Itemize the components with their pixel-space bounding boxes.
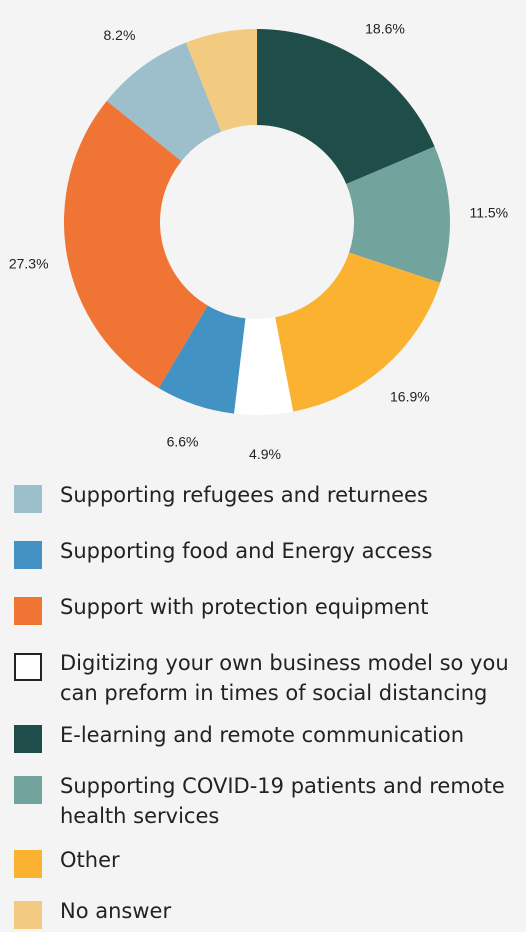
slice-value-label: 16.9% — [390, 389, 430, 405]
legend-swatch — [14, 653, 42, 681]
legend-item: Supporting refugees and returnees — [14, 480, 519, 513]
donut-slice — [257, 29, 435, 185]
legend-item: Supporting COVID-19 patients and remote … — [14, 771, 519, 831]
legend-label: No answer — [60, 899, 172, 923]
legend-label: Supporting refugees and returnees — [60, 483, 428, 507]
chart-legend: Supporting refugees and returnees Support… — [14, 480, 519, 929]
legend-label: E-learning and remote communication — [60, 723, 465, 747]
donut-slice — [185, 29, 257, 132]
donut-slice — [346, 146, 450, 283]
donut-slice — [234, 317, 294, 415]
chart-slices — [64, 29, 450, 415]
slice-value-label: 11.5% — [469, 205, 508, 221]
legend-label: Other — [60, 848, 120, 872]
slice-value-label: 18.6% — [365, 20, 405, 36]
legend-swatch — [14, 485, 42, 513]
chart-data-labels: 18.6% 11.5% 16.9% 4.9% 6.6% 27.3% 8.2% 6% — [9, 0, 508, 460]
slice-value-label: 27.3% — [9, 255, 49, 271]
slice-value-label: 4.9% — [249, 446, 281, 460]
legend-swatch — [14, 725, 42, 753]
donut-slice — [275, 252, 441, 412]
legend-swatch — [14, 597, 42, 625]
legend-item: No answer — [14, 896, 519, 929]
legend-item: Digitizing your own business model so yo… — [14, 648, 519, 708]
legend-item: E-learning and remote communication — [14, 720, 519, 753]
legend-swatch — [14, 776, 42, 804]
donut-chart: 18.6% 11.5% 16.9% 4.9% 6.6% 27.3% 8.2% 6% — [9, 0, 508, 460]
donut-slice — [106, 42, 222, 162]
donut-slice — [158, 305, 246, 414]
legend-item: Other — [14, 845, 519, 878]
legend-label: Support with protection equipment — [60, 595, 429, 619]
legend-label: Digitizing your own business model so yo… — [60, 651, 509, 705]
legend-item: Support with protection equipment — [14, 592, 519, 625]
slice-value-label: 6% — [203, 0, 223, 2]
legend-item: Supporting food and Energy access — [14, 536, 519, 569]
legend-swatch — [14, 850, 42, 878]
legend-swatch — [14, 901, 42, 929]
slice-value-label: 6.6% — [167, 434, 199, 450]
legend-label: Supporting food and Energy access — [60, 539, 433, 563]
legend-swatch — [14, 541, 42, 569]
donut-slice — [64, 100, 208, 389]
slice-value-label: 8.2% — [103, 27, 135, 43]
legend-label: Supporting COVID-19 patients and remote … — [60, 774, 505, 828]
